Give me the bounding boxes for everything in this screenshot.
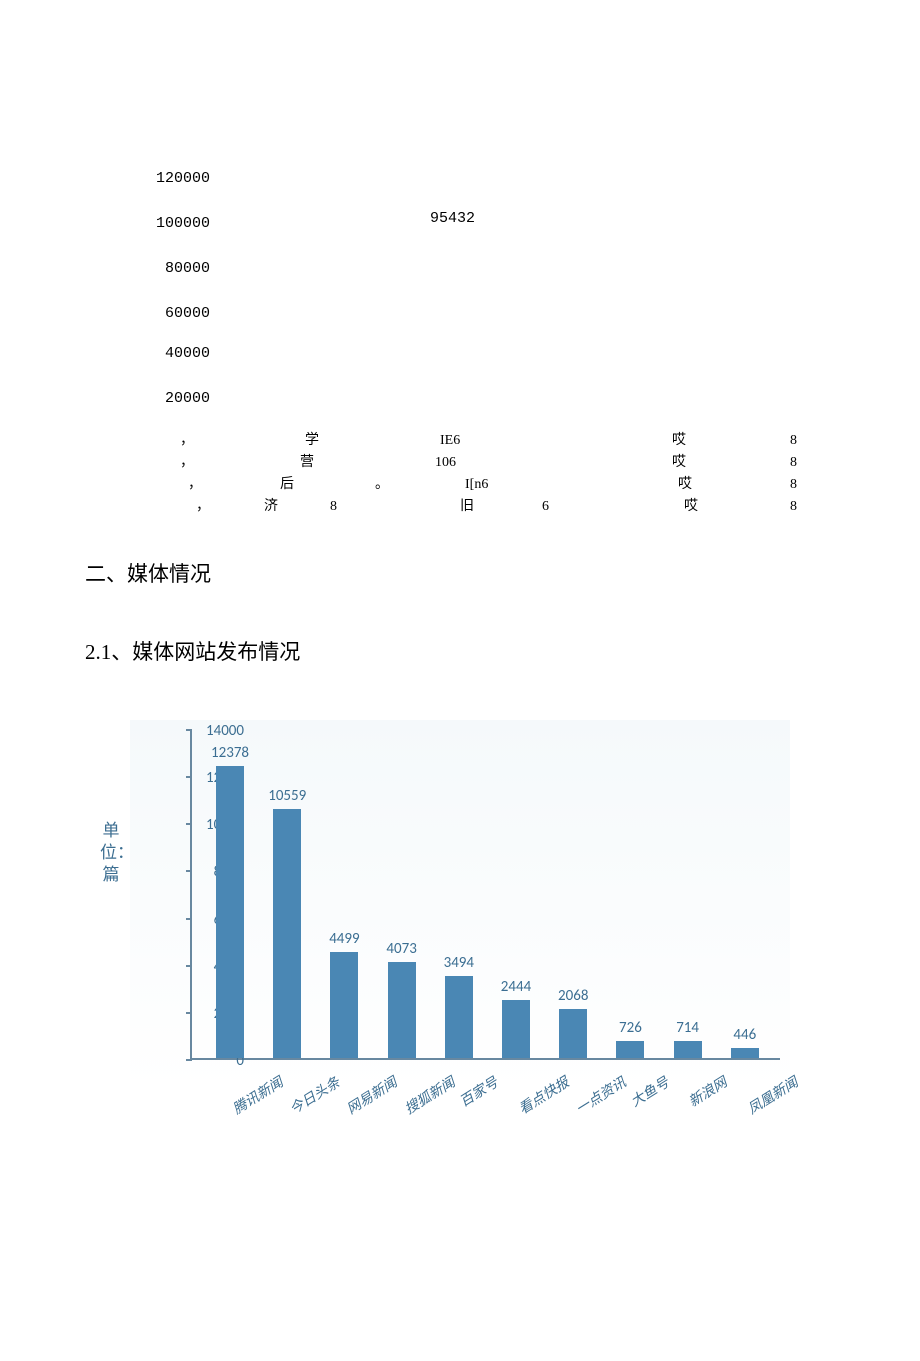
chart1-ytick-label: 60000	[165, 305, 210, 322]
chart2-x-category-label: 百家号	[455, 1072, 501, 1111]
chart2-bar-value-label: 4073	[386, 940, 416, 958]
fragment-text: 旧	[460, 496, 474, 518]
chart1-ytick-label: 20000	[165, 390, 210, 407]
chart2-plot: 0200040006000800010000120001400012378腾讯新…	[190, 730, 780, 1060]
fragment-text: 哎	[672, 430, 686, 452]
fragment-text: I[n6	[465, 474, 488, 496]
chart1-ytick-label: 40000	[165, 345, 210, 362]
chart1-ytick-label: 80000	[165, 260, 210, 277]
chart2-bar	[330, 952, 358, 1058]
fragment-text: 8	[790, 474, 797, 496]
chart2-x-category-label: 网易新闻	[343, 1072, 401, 1119]
chart1: 120000 100000 80000 60000 40000 20000 95…	[140, 170, 800, 430]
fragment-text: 8	[790, 496, 797, 518]
fragment-text: ，	[188, 474, 202, 496]
chart2-x-category-label: 腾讯新闻	[229, 1072, 287, 1119]
fragment-text: 8	[330, 496, 337, 518]
chart2-bar	[445, 976, 473, 1058]
chart2-ytick	[186, 729, 192, 731]
chart1-ytick-label: 120000	[156, 170, 210, 187]
fragment-text: IE6	[440, 430, 460, 452]
chart2-bar-value-label: 726	[619, 1019, 642, 1037]
chart2: 单位：篇 02000400060008000100001200014000123…	[130, 720, 790, 1090]
fragment-text: ，	[196, 496, 210, 518]
chart2-x-category-label: 大鱼号	[627, 1072, 673, 1111]
chart2-bar	[216, 766, 244, 1058]
section-heading: 二、媒体情况	[85, 558, 211, 588]
chart2-bar-value-label: 2444	[501, 978, 531, 996]
chart2-x-category-label: 一点资讯	[572, 1072, 630, 1119]
chart2-x-category-label: 搜狐新闻	[400, 1072, 458, 1119]
chart2-x-category-label: 看点快报	[515, 1072, 573, 1119]
fragment-row: ， 济 8 旧 6 哎 8	[160, 496, 800, 518]
fragment-text: 8	[790, 452, 797, 474]
chart2-bar-value-label: 3494	[444, 954, 474, 972]
chart2-bar	[616, 1041, 644, 1058]
chart2-ytick	[186, 918, 192, 920]
fragment-row: ， 学 IE6 哎 8	[160, 430, 800, 452]
chart2-bar-value-label: 714	[676, 1019, 699, 1037]
chart2-bar-value-label: 12378	[211, 744, 249, 762]
chart2-ytick	[186, 1012, 192, 1014]
fragment-text: 哎	[684, 496, 698, 518]
chart2-wrap: 单位：篇 02000400060008000100001200014000123…	[130, 720, 790, 1160]
fragment-text: 学	[305, 430, 319, 452]
fragment-text: 营	[300, 452, 314, 474]
chart1-y-axis: 120000 100000 80000 60000 40000 20000	[140, 170, 210, 430]
chart2-bar-value-label: 10559	[268, 787, 306, 805]
chart2-ytick	[186, 823, 192, 825]
chart2-ytick	[186, 965, 192, 967]
fragment-text: 8	[790, 430, 797, 452]
chart2-bar	[388, 962, 416, 1058]
fragment-text: 。	[375, 474, 389, 496]
chart2-y-axis-label-text: 单位：篇	[100, 821, 134, 884]
chart2-bar-value-label: 2068	[558, 987, 588, 1005]
fragment-text: 哎	[678, 474, 692, 496]
fragment-row: ， 后 。 I[n6 哎 8	[160, 474, 800, 496]
chart2-y-axis-label: 单位：篇	[100, 820, 122, 886]
chart2-x-category-label: 凤凰新闻	[743, 1072, 801, 1119]
chart1-data-label: 95432	[430, 210, 475, 227]
fragment-text: 后	[280, 474, 294, 496]
chart2-ytick-label: 14000	[194, 722, 244, 740]
chart2-ytick	[186, 870, 192, 872]
chart1-ytick-label: 100000	[156, 215, 210, 232]
fragment-text: 106	[435, 452, 456, 474]
chart2-bar-value-label: 4499	[329, 930, 359, 948]
fragment-text: ，	[180, 430, 194, 452]
fragment-text: ，	[180, 452, 194, 474]
chart2-x-category-label: 新浪网	[684, 1072, 730, 1111]
chart2-ytick	[186, 1059, 192, 1061]
fragment-text: 哎	[672, 452, 686, 474]
fragment-row: ， 营 106 哎 8	[160, 452, 800, 474]
chart2-bar	[674, 1041, 702, 1058]
chart2-bar	[559, 1009, 587, 1058]
chart2-bar	[731, 1048, 759, 1059]
page: 120000 100000 80000 60000 40000 20000 95…	[0, 0, 920, 1361]
chart2-bar	[502, 1000, 530, 1058]
chart2-bar	[273, 809, 301, 1058]
fragment-text: 6	[542, 496, 549, 518]
chart2-ytick	[186, 776, 192, 778]
chart2-bar-value-label: 446	[733, 1026, 756, 1044]
subsection-heading: 2.1、媒体网站发布情况	[85, 636, 300, 666]
chart1-xlabel-fragments: ， 学 IE6 哎 8 ， 营 106 哎 8 ， 后 。 I[n6 哎 8 ，…	[160, 430, 800, 518]
chart2-x-category-label: 今日头条	[286, 1072, 344, 1119]
fragment-text: 济	[264, 496, 278, 518]
